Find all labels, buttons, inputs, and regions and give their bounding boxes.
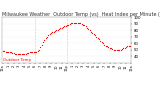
Text: Outdoor Temp: Outdoor Temp	[3, 58, 31, 62]
Text: Milwaukee Weather  Outdoor Temp (vs)  Heat Index per Minute (Last 24 Hours): Milwaukee Weather Outdoor Temp (vs) Heat…	[2, 12, 160, 17]
